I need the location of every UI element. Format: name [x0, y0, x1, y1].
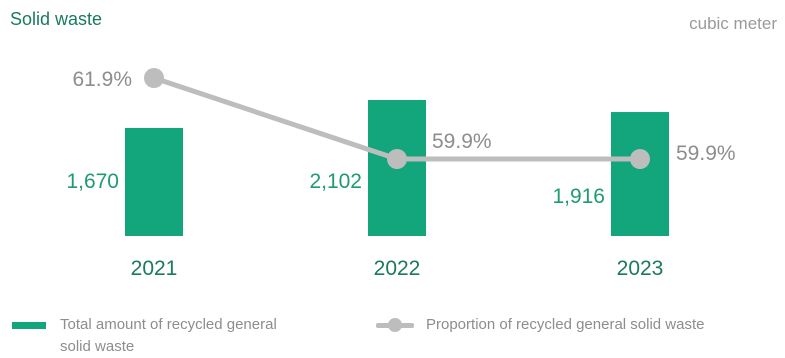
combo-chart: 1,670 2,102 1,916 2021 2022 2023 61.9% 59.9% 59.… — [66, 68, 736, 280]
legend-swatch-bar — [12, 322, 46, 329]
x-tick-label-2021: 2021 — [131, 257, 178, 280]
line-value-label-2021: 61.9% — [72, 68, 132, 91]
bar-value-label-2022: 2,102 — [309, 170, 362, 193]
x-tick-label-2022: 2022 — [374, 257, 421, 280]
line-value-label-2023: 59.9% — [676, 142, 736, 165]
legend-label-bar: Total amount of recycled general solid w… — [60, 316, 277, 355]
legend-item-bar: Total amount of recycled general solid w… — [12, 314, 322, 358]
bar-value-label-2021: 1,670 — [66, 170, 119, 193]
line-point-2021 — [144, 68, 164, 88]
bar-value-label-2023: 1,916 — [552, 185, 605, 208]
legend-label-line: Proportion of recycled general solid was… — [426, 316, 705, 333]
bar-2021 — [125, 127, 183, 236]
unit-label: cubic meter — [689, 14, 777, 33]
chart-title: Solid waste — [10, 9, 103, 29]
legend: Total amount of recycled general solid w… — [0, 314, 785, 357]
x-tick-label-2023: 2023 — [617, 257, 664, 280]
legend-item-line: Proportion of recycled general solid was… — [376, 314, 704, 336]
line-point-2023 — [630, 149, 650, 169]
legend-swatch-line — [376, 314, 414, 336]
bar-2023 — [611, 112, 669, 236]
line-point-2022 — [387, 149, 407, 169]
line-value-label-2022: 59.9% — [432, 130, 492, 153]
